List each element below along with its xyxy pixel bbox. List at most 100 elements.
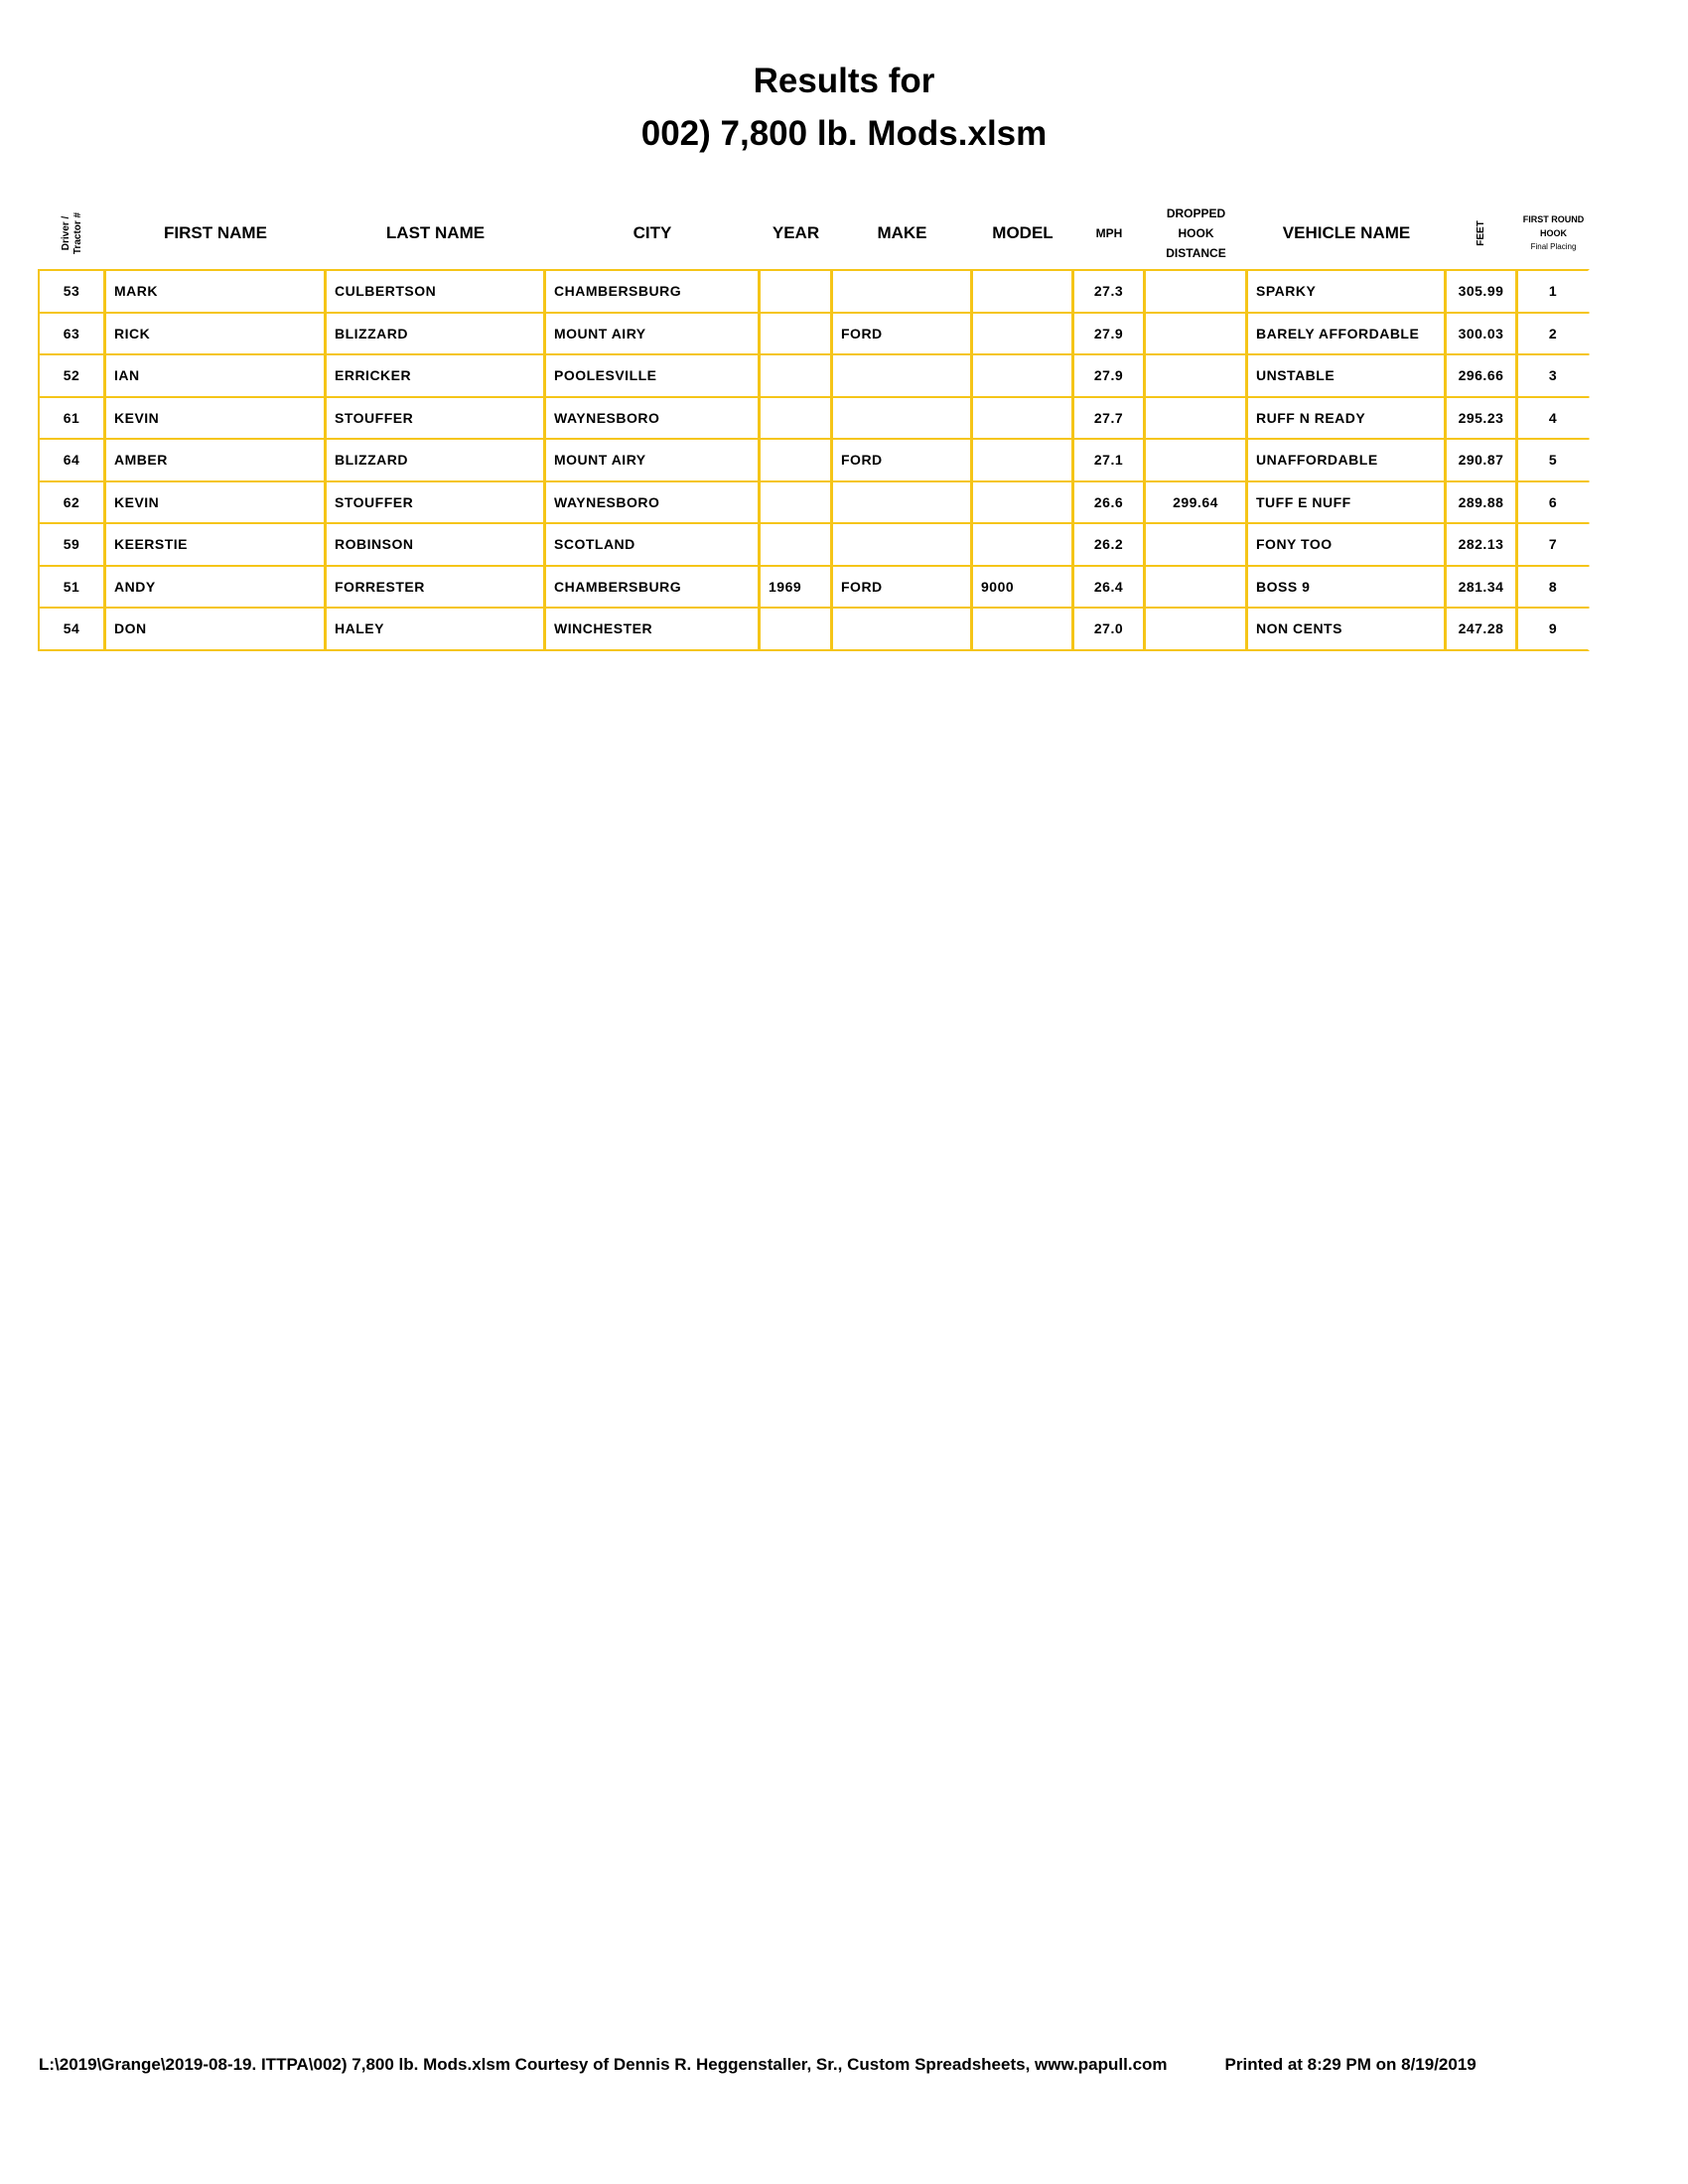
table-cell: UNAFFORDABLE — [1246, 438, 1446, 482]
table-cell: 52 — [38, 353, 105, 398]
table-cell — [831, 522, 972, 567]
table-cell: 300.03 — [1445, 311, 1517, 355]
table-cell: KEVIN — [104, 395, 326, 440]
table-cell — [759, 438, 832, 482]
table-cell: 27.3 — [1072, 269, 1145, 314]
column-header: Driver / Tractor # — [39, 200, 105, 267]
table-cell: SCOTLAND — [544, 522, 760, 567]
table-cell — [759, 269, 832, 314]
table-cell: UNSTABLE — [1246, 353, 1446, 398]
table-cell: 281.34 — [1445, 564, 1517, 609]
subtitle: 002) 7,800 lb. Mods.xlsm — [640, 114, 1048, 153]
table-cell: BLIZZARD — [325, 438, 545, 482]
table-cell: NON CENTS — [1246, 607, 1446, 651]
table-cell: FORD — [831, 311, 972, 355]
header-sub: Final Placing — [1530, 242, 1577, 251]
table-cell — [1144, 522, 1247, 567]
table-cell: 54 — [38, 607, 105, 651]
table-cell: 3 — [1516, 353, 1590, 398]
footer-path: L:\2019\Grange\2019-08-19. ITTPA\002) 7,… — [39, 2055, 1168, 2074]
table-cell: ROBINSON — [325, 522, 545, 567]
header-label: YEAR — [772, 223, 820, 242]
table-cell: 27.1 — [1072, 438, 1145, 482]
table-cell: 289.88 — [1445, 479, 1517, 524]
table-cell: RICK — [104, 311, 326, 355]
table-cell: 1969 — [759, 564, 832, 609]
table-cell — [1144, 353, 1247, 398]
table-cell: 64 — [38, 438, 105, 482]
table-cell: MOUNT AIRY — [544, 438, 760, 482]
header-label: CITY — [633, 223, 672, 242]
table-cell — [1144, 395, 1247, 440]
table-cell: 6 — [1516, 479, 1590, 524]
column-header: FEET — [1446, 200, 1517, 267]
column-header: FIRST ROUND HOOK Final Placing — [1517, 200, 1590, 267]
table-cell — [1144, 607, 1247, 651]
table-cell — [759, 522, 832, 567]
column-header: MAKE — [832, 200, 972, 267]
table-cell: 26.2 — [1072, 522, 1145, 567]
table-cell: CULBERTSON — [325, 269, 545, 314]
table-cell — [971, 479, 1073, 524]
table-cell: 27.9 — [1072, 353, 1145, 398]
table-cell: 299.64 — [1144, 479, 1247, 524]
table-cell: 61 — [38, 395, 105, 440]
table-cell: 9000 — [971, 564, 1073, 609]
column-header: FIRST NAME — [105, 200, 326, 267]
table-cell: 26.6 — [1072, 479, 1145, 524]
table-cell — [1144, 269, 1247, 314]
table-cell: KEVIN — [104, 479, 326, 524]
table-cell: 8 — [1516, 564, 1590, 609]
table-cell: WAYNESBORO — [544, 395, 760, 440]
table-cell — [759, 311, 832, 355]
table-cell: FORRESTER — [325, 564, 545, 609]
table-cell: STOUFFER — [325, 479, 545, 524]
table-cell: DON — [104, 607, 326, 651]
table-cell: AMBER — [104, 438, 326, 482]
table-cell: 290.87 — [1445, 438, 1517, 482]
table-cell: 27.0 — [1072, 607, 1145, 651]
table-cell — [759, 479, 832, 524]
table-cell — [759, 607, 832, 651]
table-cell: 282.13 — [1445, 522, 1517, 567]
column-header: DROPPED HOOK DISTANCE — [1145, 200, 1247, 267]
table-cell: RUFF N READY — [1246, 395, 1446, 440]
table-cell — [831, 479, 972, 524]
table-cell: KEERSTIE — [104, 522, 326, 567]
table-cell: 26.4 — [1072, 564, 1145, 609]
table-cell — [1144, 438, 1247, 482]
title: Results for — [753, 62, 935, 100]
table-cell — [759, 395, 832, 440]
header-label: LAST NAME — [385, 223, 486, 242]
table-cell: BOSS 9 — [1246, 564, 1446, 609]
table-cell: TUFF E NUFF — [1246, 479, 1446, 524]
table-cell: WAYNESBORO — [544, 479, 760, 524]
table-cell — [831, 607, 972, 651]
table-cell — [831, 269, 972, 314]
header-label: DROPPED HOOK DISTANCE — [1166, 206, 1226, 260]
table-cell: WINCHESTER — [544, 607, 760, 651]
table-cell: 295.23 — [1445, 395, 1517, 440]
table-cell: 2 — [1516, 311, 1590, 355]
header-label: Driver / Tractor # — [60, 211, 83, 255]
table-cell: FORD — [831, 564, 972, 609]
table-cell: ANDY — [104, 564, 326, 609]
table-cell: 5 — [1516, 438, 1590, 482]
table-cell — [1144, 564, 1247, 609]
header-label: MODEL — [992, 223, 1054, 242]
column-header: LAST NAME — [326, 200, 545, 267]
table-cell — [971, 522, 1073, 567]
table-cell — [971, 311, 1073, 355]
table-cell — [1144, 311, 1247, 355]
table-cell: FONY TOO — [1246, 522, 1446, 567]
table-cell: 62 — [38, 479, 105, 524]
table-cell: FORD — [831, 438, 972, 482]
table-cell: CHAMBERSBURG — [544, 564, 760, 609]
table-cell: 296.66 — [1445, 353, 1517, 398]
column-header: VEHICLE NAME — [1247, 200, 1446, 267]
table-cell: BARELY AFFORDABLE — [1246, 311, 1446, 355]
table-cell: 7 — [1516, 522, 1590, 567]
table-cell — [831, 353, 972, 398]
table-cell: HALEY — [325, 607, 545, 651]
